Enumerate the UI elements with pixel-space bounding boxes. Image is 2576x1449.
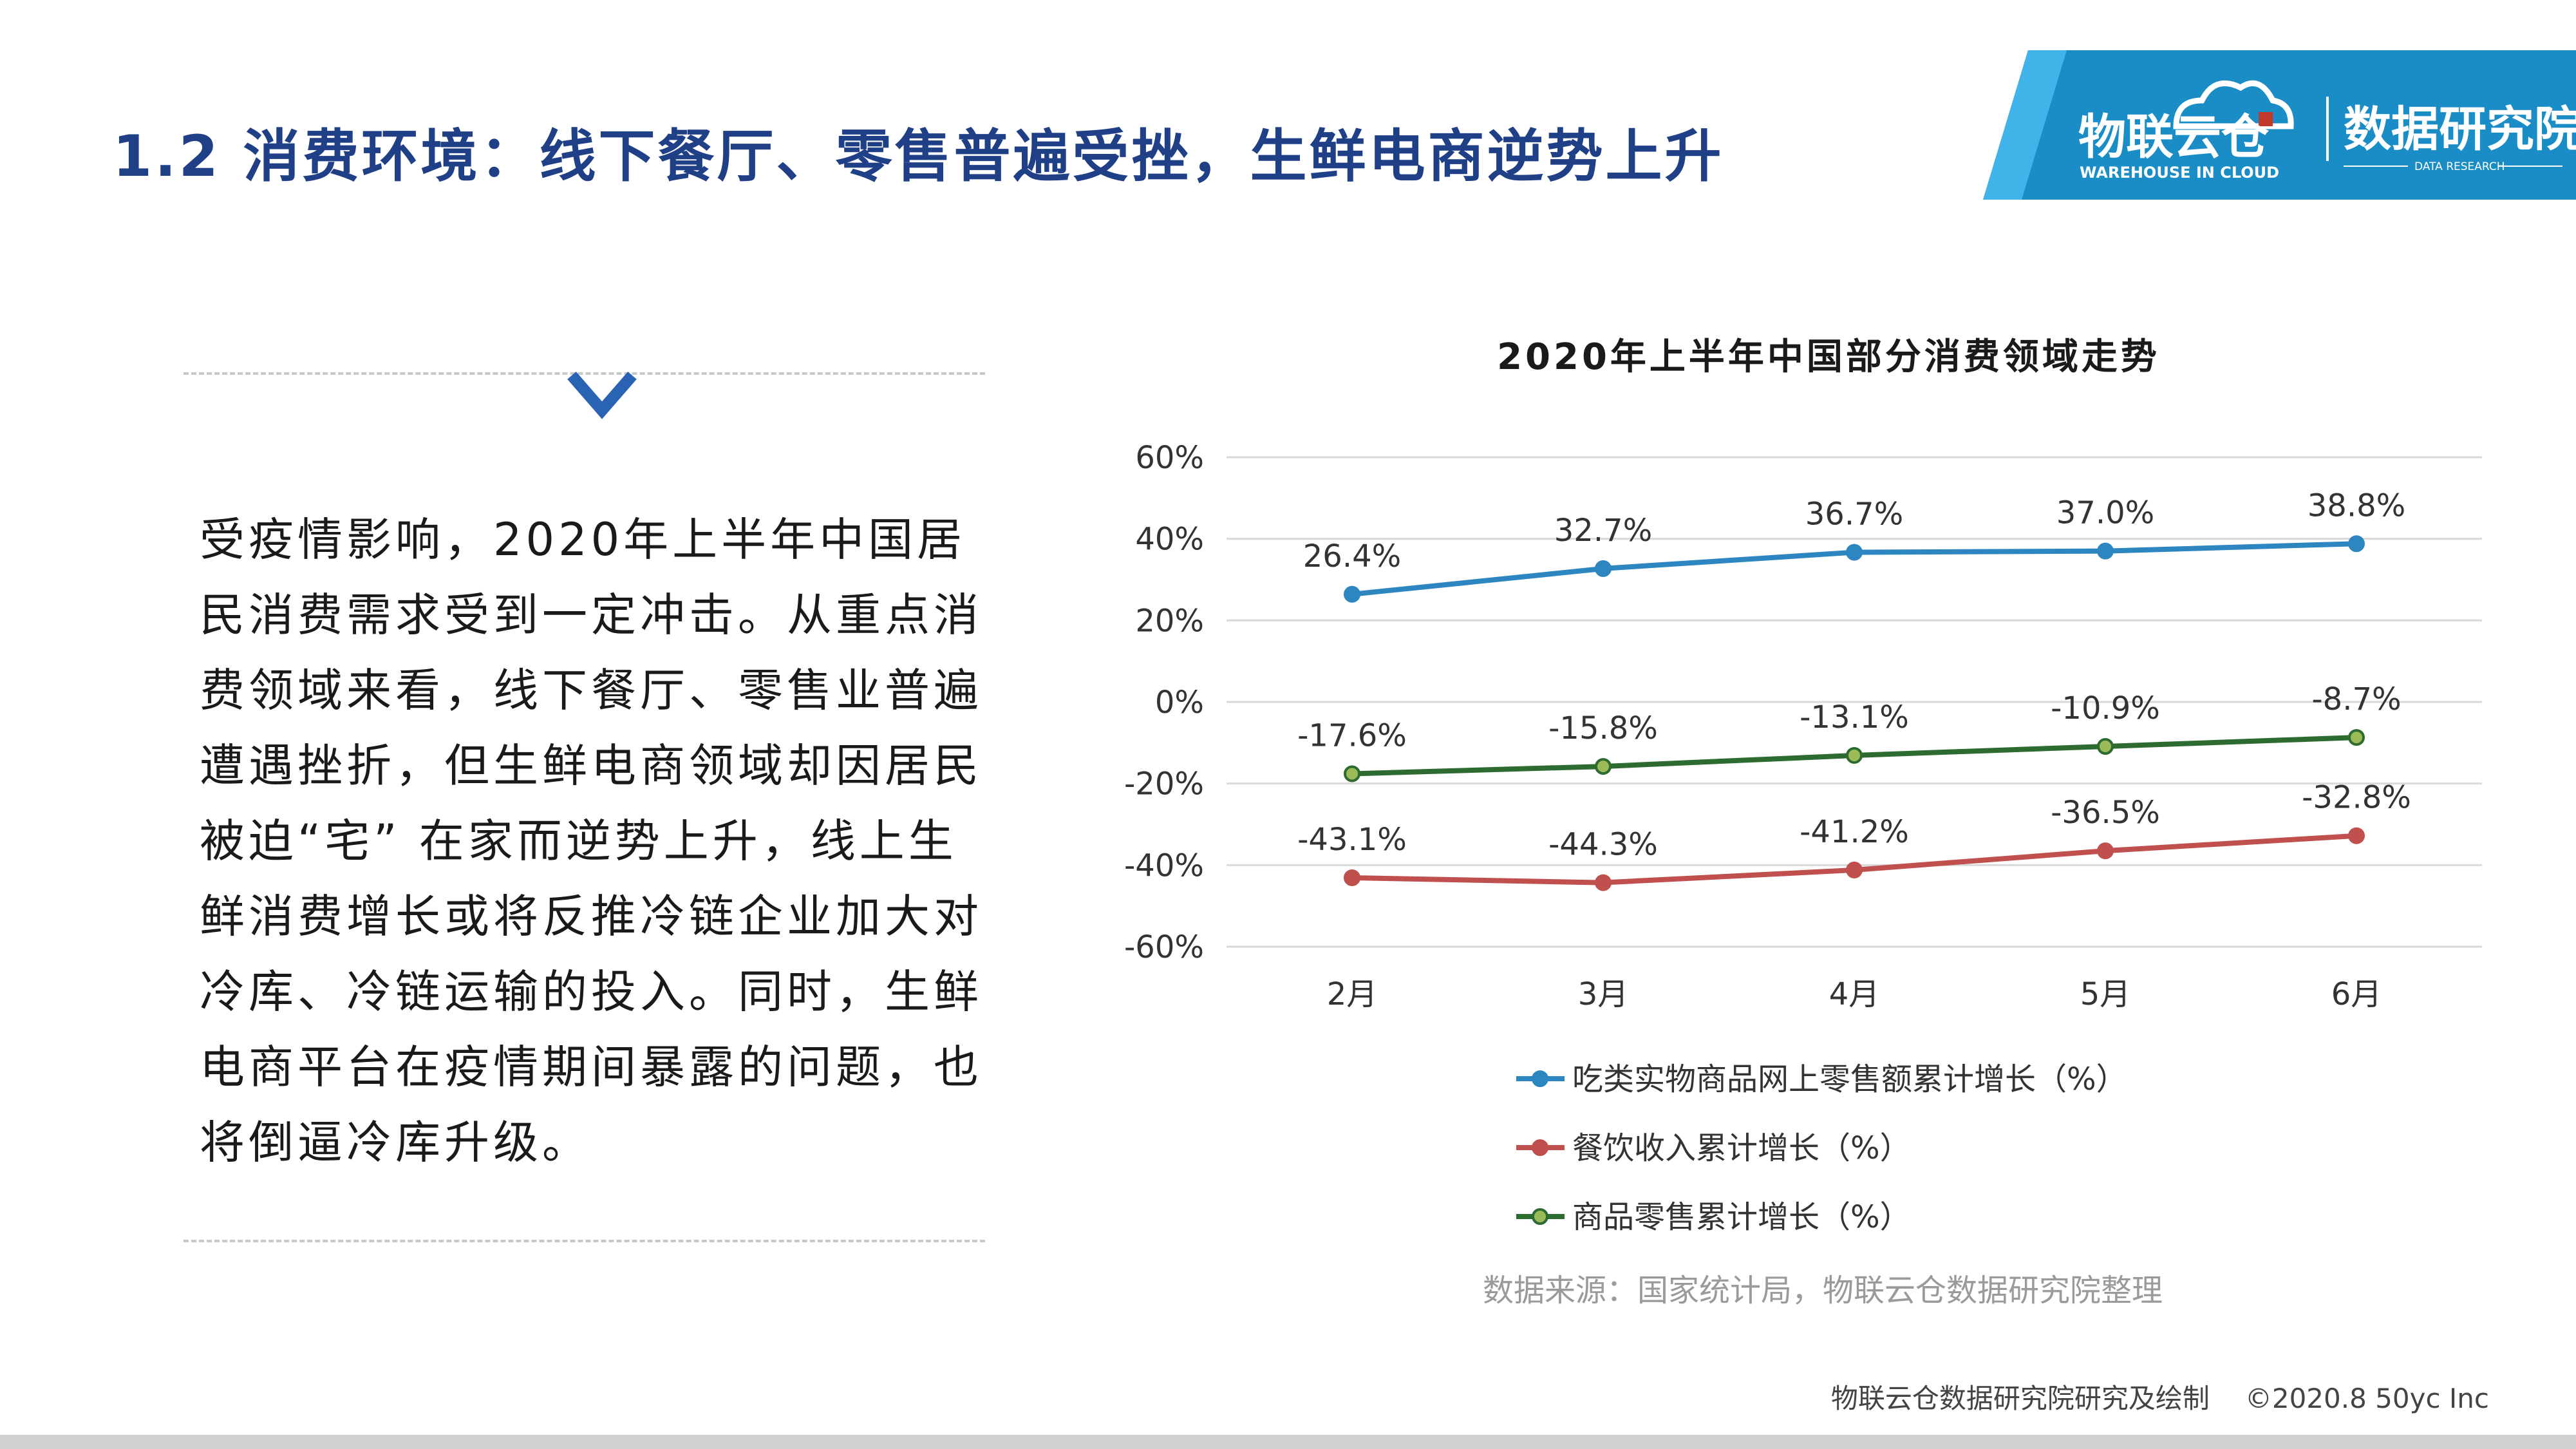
body-paragraph: 受疫情影响，2020年上半年中国居民消费需求受到一定冲击。从重点消费领域来看，线… bbox=[200, 513, 982, 1169]
data-point bbox=[2348, 827, 2365, 844]
data-point bbox=[2097, 542, 2114, 560]
y-tick-label: 40% bbox=[1135, 522, 1204, 558]
x-tick-label: 4月 bbox=[1829, 976, 1880, 1012]
x-tick-label: 5月 bbox=[2080, 976, 2131, 1012]
footer-credit: 物联云仓数据研究院研究及绘制 bbox=[1830, 1383, 2210, 1414]
data-point bbox=[1846, 544, 1863, 561]
data-point bbox=[1344, 869, 1360, 886]
legend-label: 餐饮收入累计增长（%） bbox=[1572, 1130, 1911, 1166]
data-label: -36.5% bbox=[2051, 795, 2160, 831]
legend-label: 吃类实物商品网上零售额累计增长（%） bbox=[1572, 1061, 2127, 1097]
chevron-down-icon bbox=[567, 372, 637, 419]
y-tick-label: -60% bbox=[1124, 929, 1204, 965]
data-label: 36.7% bbox=[1805, 497, 1903, 533]
y-tick-label: 20% bbox=[1135, 603, 1204, 639]
data-point bbox=[1846, 746, 1863, 764]
cloud-icon bbox=[2173, 80, 2294, 129]
data-label: 37.0% bbox=[2056, 495, 2154, 531]
x-tick-label: 3月 bbox=[1578, 976, 1629, 1012]
legend-marker bbox=[1532, 1208, 1548, 1225]
data-label: -41.2% bbox=[1800, 814, 1909, 850]
bottom-divider bbox=[183, 1240, 985, 1242]
page-title: 1.2 消费环境：线下餐厅、零售普遍受挫，生鲜电商逆势上升 bbox=[113, 123, 1724, 189]
chart-title: 2020年上半年中国部分消费领域走势 bbox=[1497, 336, 2160, 378]
data-point bbox=[1595, 874, 1612, 891]
data-point bbox=[2097, 738, 2114, 755]
y-tick-label: -20% bbox=[1124, 766, 1204, 802]
line-chart: 2020年上半年中国部分消费领域走势 60% 40% 20% 0% -20% -40% -6… bbox=[1124, 336, 2482, 1309]
data-point bbox=[2348, 729, 2365, 746]
data-label: -8.7% bbox=[2311, 681, 2401, 717]
logo-brand-en-text: WAREHOUSE IN CLOUD bbox=[2080, 164, 2279, 182]
footer-copyright: ©2020.8 50yc Inc bbox=[2244, 1383, 2489, 1414]
legend-marker bbox=[1532, 1139, 1548, 1156]
x-tick-label: 2月 bbox=[1327, 976, 1378, 1012]
bottom-bar bbox=[0, 1435, 2576, 1449]
data-point bbox=[1344, 765, 1360, 782]
y-tick-label: -40% bbox=[1124, 848, 1204, 884]
data-label: -43.1% bbox=[1297, 822, 1407, 858]
data-point bbox=[1595, 758, 1612, 775]
data-label: -13.1% bbox=[1800, 699, 1909, 735]
data-label: -15.8% bbox=[1548, 710, 1658, 746]
legend-marker bbox=[1532, 1070, 1548, 1087]
logo-dept-en-text: DATA RESEARCH bbox=[2414, 160, 2505, 173]
footer: 物联云仓数据研究院研究及绘制 ©2020.8 50yc Inc bbox=[1831, 1377, 2489, 1416]
data-point bbox=[1344, 585, 1360, 603]
data-point bbox=[1595, 560, 1612, 577]
logo-brand-text: 物联云仓 bbox=[2078, 109, 2270, 165]
data-label: -44.3% bbox=[1548, 827, 1658, 863]
x-tick-label: 6月 bbox=[2331, 976, 2382, 1012]
data-label: -10.9% bbox=[2051, 690, 2160, 726]
data-label: 38.8% bbox=[2308, 488, 2405, 524]
data-point bbox=[2097, 842, 2114, 860]
top-divider bbox=[183, 372, 985, 375]
logo-dept-text: 数据研究院 bbox=[2344, 102, 2576, 157]
y-tick-label: 0% bbox=[1155, 685, 1204, 721]
data-point bbox=[1846, 861, 1863, 878]
y-tick-label: 60% bbox=[1135, 440, 1204, 476]
brand-logo: 物联云仓 WAREHOUSE IN CLOUD 数据研究院 DATA RESEA… bbox=[1983, 50, 2576, 200]
chart-source: 数据来源：国家统计局，物联云仓数据研究院整理 bbox=[1483, 1273, 2163, 1309]
legend-label: 商品零售累计增长（%） bbox=[1572, 1199, 1911, 1235]
data-label: 26.4% bbox=[1303, 538, 1401, 574]
data-label: -32.8% bbox=[2302, 780, 2411, 816]
data-point bbox=[2348, 535, 2365, 553]
data-label: 32.7% bbox=[1554, 513, 1652, 549]
data-label: -17.6% bbox=[1297, 717, 1407, 753]
